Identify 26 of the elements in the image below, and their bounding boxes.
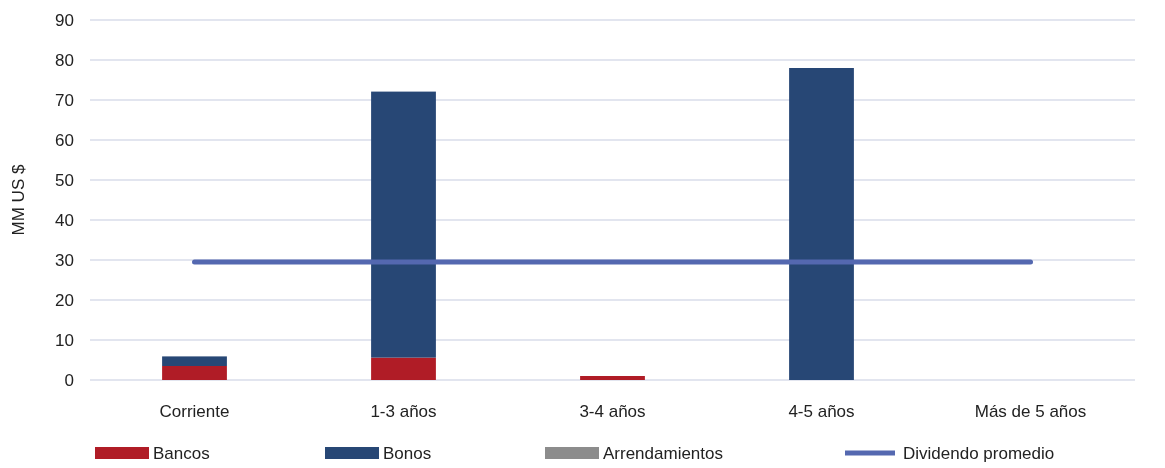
bar — [371, 357, 436, 380]
legend-label: Dividendo promedio — [903, 443, 1055, 463]
legend-label: Bonos — [383, 443, 432, 463]
x-tick-label: 3-4 años — [579, 402, 646, 421]
x-tick-label: Más de 5 años — [974, 402, 1087, 421]
y-tick-label: 50 — [55, 170, 74, 190]
y-tick-label: 70 — [55, 90, 74, 110]
legend-label: Arrendamientos — [603, 443, 724, 463]
x-tick-label: Corriente — [159, 402, 230, 421]
bar — [162, 366, 227, 380]
legend-label: Bancos — [153, 443, 210, 463]
y-tick-label: 80 — [55, 50, 74, 70]
bar — [580, 376, 645, 380]
x-tick-label: 4-5 años — [788, 402, 855, 421]
y-axis-title: MM US $ — [9, 164, 28, 236]
x-tick-label: 1-3 años — [370, 402, 437, 421]
y-tick-label: 20 — [55, 290, 74, 310]
bar — [371, 91, 436, 358]
y-tick-label: 30 — [55, 250, 74, 270]
y-tick-label: 40 — [55, 210, 74, 230]
y-tick-label: 60 — [55, 130, 74, 150]
y-tick-label: 90 — [55, 10, 74, 30]
bar — [789, 68, 854, 380]
y-tick-label: 10 — [55, 330, 74, 350]
bar — [162, 356, 227, 366]
y-tick-label: 0 — [64, 370, 74, 390]
